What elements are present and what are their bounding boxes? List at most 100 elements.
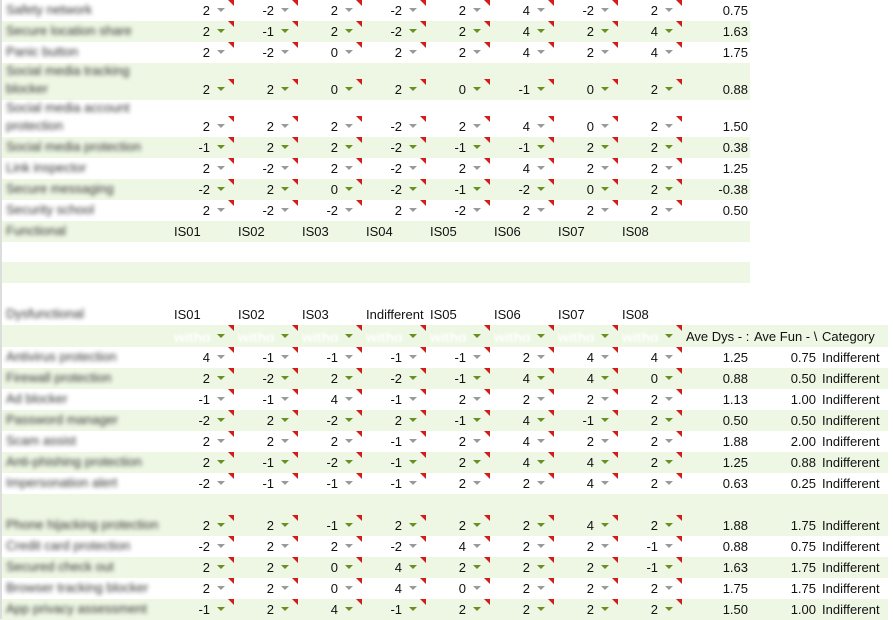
dropdown-cell[interactable]: -1 <box>490 79 554 100</box>
dropdown-cell[interactable]: 2 <box>490 200 554 221</box>
chevron-down-icon[interactable] <box>409 87 417 91</box>
chevron-down-icon[interactable] <box>473 87 481 91</box>
chevron-down-icon[interactable] <box>217 355 225 359</box>
dropdown-cell[interactable]: 2 <box>234 536 298 557</box>
chevron-down-icon[interactable] <box>601 460 609 464</box>
chevron-down-icon[interactable] <box>409 145 417 149</box>
chevron-down-icon[interactable] <box>665 523 673 527</box>
dropdown-cell[interactable]: 2 <box>618 473 682 494</box>
dropdown-cell[interactable]: 2 <box>618 0 682 21</box>
dropdown-cell[interactable]: 2 <box>170 79 234 100</box>
chevron-down-icon[interactable] <box>345 565 353 569</box>
dropdown-cell[interactable]: 2 <box>618 200 682 221</box>
chevron-down-icon[interactable] <box>473 418 481 422</box>
dropdown-cell[interactable]: 2 <box>362 42 426 63</box>
dropdown-cell[interactable]: -2 <box>234 200 298 221</box>
chevron-down-icon[interactable] <box>473 586 481 590</box>
dropdown-cell[interactable]: 2 <box>298 116 362 137</box>
chevron-down-icon[interactable] <box>665 439 673 443</box>
dropdown-cell[interactable]: 2 <box>170 557 234 578</box>
chevron-down-icon[interactable] <box>409 544 417 548</box>
chevron-down-icon[interactable] <box>217 565 225 569</box>
dropdown-cell[interactable]: 2 <box>490 515 554 536</box>
dropdown-cell[interactable]: 0 <box>298 179 362 200</box>
chevron-down-icon[interactable] <box>217 50 225 54</box>
chevron-down-icon[interactable] <box>217 460 225 464</box>
chevron-down-icon[interactable] <box>473 8 481 12</box>
chevron-down-icon[interactable] <box>665 187 673 191</box>
chevron-down-icon[interactable] <box>473 208 481 212</box>
dropdown-cell[interactable]: 4 <box>362 557 426 578</box>
chevron-down-icon[interactable] <box>345 544 353 548</box>
dropdown-cell[interactable]: 4 <box>554 473 618 494</box>
chevron-down-icon[interactable] <box>665 29 673 33</box>
dropdown-cell[interactable]: 2 <box>298 137 362 158</box>
dropdown-cell[interactable]: -2 <box>170 410 234 431</box>
chevron-down-icon[interactable] <box>281 124 289 128</box>
chevron-down-icon[interactable] <box>665 376 673 380</box>
chevron-down-icon[interactable] <box>665 355 673 359</box>
chevron-down-icon[interactable] <box>537 565 545 569</box>
dropdown-cell[interactable]: -1 <box>426 347 490 368</box>
dropdown-cell[interactable]: 2 <box>170 200 234 221</box>
dropdown-cell[interactable]: 2 <box>554 21 618 42</box>
chevron-down-icon[interactable] <box>409 418 417 422</box>
dropdown-cell[interactable]: -1 <box>362 599 426 620</box>
chevron-down-icon[interactable] <box>537 586 545 590</box>
chevron-down-icon[interactable] <box>217 376 225 380</box>
dropdown-cell[interactable]: 4 <box>490 116 554 137</box>
chevron-down-icon[interactable] <box>345 208 353 212</box>
chevron-down-icon[interactable] <box>345 481 353 485</box>
dropdown-cell[interactable]: 2 <box>170 158 234 179</box>
dropdown-cell[interactable]: 2 <box>618 79 682 100</box>
dropdown-cell[interactable]: -2 <box>298 200 362 221</box>
chevron-down-icon[interactable] <box>537 334 545 338</box>
chevron-down-icon[interactable] <box>281 523 289 527</box>
dropdown-cell[interactable]: 4 <box>298 599 362 620</box>
dropdown-cell[interactable]: -2 <box>234 42 298 63</box>
dropdown-cell[interactable]: 2 <box>618 515 682 536</box>
dropdown-cell[interactable]: -2 <box>426 200 490 221</box>
filter-dropdown[interactable]: witho <box>170 325 234 347</box>
dropdown-cell[interactable]: 2 <box>234 116 298 137</box>
chevron-down-icon[interactable] <box>473 544 481 548</box>
chevron-down-icon[interactable] <box>537 544 545 548</box>
dropdown-cell[interactable]: 4 <box>618 21 682 42</box>
dropdown-cell[interactable]: 2 <box>170 431 234 452</box>
dropdown-cell[interactable]: 0 <box>618 368 682 389</box>
dropdown-cell[interactable]: 2 <box>426 599 490 620</box>
dropdown-cell[interactable]: 2 <box>426 557 490 578</box>
chevron-down-icon[interactable] <box>473 145 481 149</box>
dropdown-cell[interactable]: -2 <box>362 536 426 557</box>
chevron-down-icon[interactable] <box>537 124 545 128</box>
dropdown-cell[interactable]: 2 <box>618 431 682 452</box>
chevron-down-icon[interactable] <box>345 418 353 422</box>
chevron-down-icon[interactable] <box>537 87 545 91</box>
chevron-down-icon[interactable] <box>345 439 353 443</box>
chevron-down-icon[interactable] <box>409 355 417 359</box>
dropdown-cell[interactable]: 2 <box>490 347 554 368</box>
chevron-down-icon[interactable] <box>281 565 289 569</box>
chevron-down-icon[interactable] <box>601 87 609 91</box>
dropdown-cell[interactable]: 0 <box>554 79 618 100</box>
dropdown-cell[interactable]: 0 <box>426 79 490 100</box>
dropdown-cell[interactable]: 2 <box>554 599 618 620</box>
filter-dropdown[interactable]: witho <box>490 325 554 347</box>
chevron-down-icon[interactable] <box>601 565 609 569</box>
dropdown-cell[interactable]: 2 <box>490 599 554 620</box>
dropdown-cell[interactable]: 2 <box>298 158 362 179</box>
chevron-down-icon[interactable] <box>601 187 609 191</box>
dropdown-cell[interactable]: 4 <box>554 347 618 368</box>
chevron-down-icon[interactable] <box>601 397 609 401</box>
chevron-down-icon[interactable] <box>473 334 481 338</box>
dropdown-cell[interactable]: -1 <box>426 410 490 431</box>
chevron-down-icon[interactable] <box>537 208 545 212</box>
filter-dropdown[interactable]: witho <box>426 325 490 347</box>
dropdown-cell[interactable]: -1 <box>490 137 554 158</box>
dropdown-cell[interactable]: -2 <box>362 179 426 200</box>
chevron-down-icon[interactable] <box>601 50 609 54</box>
dropdown-cell[interactable]: -2 <box>554 0 618 21</box>
chevron-down-icon[interactable] <box>217 8 225 12</box>
dropdown-cell[interactable]: 2 <box>234 179 298 200</box>
chevron-down-icon[interactable] <box>345 397 353 401</box>
